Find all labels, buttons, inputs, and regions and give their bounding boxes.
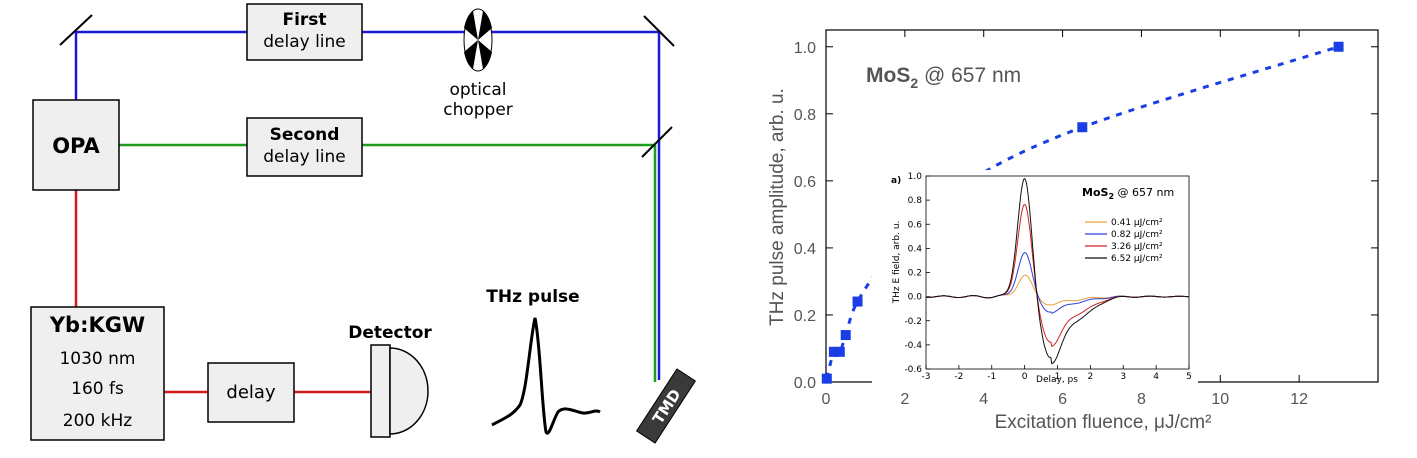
main-ytick-label: 0.8 bbox=[794, 107, 816, 124]
detector-body bbox=[370, 344, 391, 438]
inset-title-formula: MoS bbox=[1082, 186, 1109, 199]
inset-ytick-label: 0.8 bbox=[908, 196, 923, 206]
main-axis-ticks: 0 2 4 6 8 10 120.00.20.40.60.81.0 bbox=[794, 30, 1378, 408]
inset-xtick-label: 1 bbox=[1055, 372, 1061, 382]
main-annotation: MoS2 @ 657 nm bbox=[866, 64, 1021, 91]
inset-xtick-label: -1 bbox=[987, 372, 996, 382]
main-ytick-label: 0.6 bbox=[794, 174, 816, 191]
delay-label: delay bbox=[226, 382, 276, 403]
mirror-top-left bbox=[59, 14, 93, 46]
inset-xtick-label: -2 bbox=[954, 372, 963, 382]
main-ytick-label: 0.2 bbox=[794, 308, 816, 325]
inset-xlabel: Delay, ps bbox=[1036, 375, 1078, 385]
main-xtick-label: 10 bbox=[1211, 391, 1229, 408]
inset-ytick-label: 0.4 bbox=[908, 244, 923, 254]
mirror-top-right bbox=[643, 15, 675, 47]
second-delay-label-1: Second bbox=[270, 125, 340, 145]
inset-title: MoS2 @ 657 nm bbox=[1082, 186, 1174, 201]
inset-xtick-label: 3 bbox=[1120, 372, 1126, 382]
inset-title-rest: @ 657 nm bbox=[1114, 186, 1174, 199]
main-xtick-label: 12 bbox=[1290, 391, 1308, 408]
inset-xtick-label: 5 bbox=[1186, 372, 1192, 382]
second-delay-label-2: delay line bbox=[263, 147, 346, 167]
setup-diagram: First delay line optical chopper OPA Sec… bbox=[30, 3, 697, 444]
main-xtick-label: 8 bbox=[1137, 391, 1146, 408]
main-ytick-label: 0.4 bbox=[794, 241, 816, 258]
laser-wavelength: 1030 nm bbox=[59, 349, 135, 369]
main-data-point bbox=[840, 330, 851, 341]
main-annotation-formula: MoS bbox=[866, 64, 910, 87]
optical-chopper-icon bbox=[463, 8, 493, 72]
main-annotation-subscript: 2 bbox=[910, 75, 918, 91]
delay-box bbox=[207, 362, 295, 423]
inset-ytick-label: -0.2 bbox=[904, 317, 922, 327]
detector-label: Detector bbox=[348, 323, 432, 343]
main-data-point bbox=[1333, 41, 1344, 52]
second-delay-line-box bbox=[246, 117, 363, 177]
inset-ytick-label: 0.0 bbox=[908, 293, 923, 303]
tmd-sample: TMD bbox=[635, 368, 697, 444]
inset-legend: 0.41 μJ/cm² 0.82 μJ/cm² 3.26 μJ/cm² 6.52 μJ… bbox=[1085, 218, 1163, 264]
mirror-green-splitter bbox=[641, 126, 673, 158]
inset-legend-label: 0.41 μJ/cm² bbox=[1111, 218, 1163, 228]
main-data-point bbox=[852, 296, 863, 307]
laser-name: Yb:KGW bbox=[49, 313, 145, 337]
main-ylabel: THz pulse amplitude, arb. u. bbox=[767, 88, 788, 326]
main-xtick-label: 4 bbox=[979, 391, 988, 408]
inset-chart: -3 -2 -1 0 1 2 3 4 5 -0.6 -0.4 -0.2 0.0 0.2 0.4 0.6 0.8 1… bbox=[872, 170, 1198, 385]
blue-beam-path bbox=[74, 30, 661, 380]
main-data-point bbox=[834, 346, 845, 357]
main-xtick-label: 0 bbox=[822, 391, 831, 408]
main-ytick-label: 1.0 bbox=[794, 40, 816, 57]
main-xlabel: Excitation fluence, μJ/cm² bbox=[995, 412, 1212, 433]
inset-panel-label: a) bbox=[891, 176, 901, 186]
inset-axis-ticks: -3 -2 -1 0 1 2 3 4 5 -0.6 -0.4 -0.2 0.0 0.2 0.4 0.6 0.8 1… bbox=[904, 172, 1191, 382]
inset-xtick-label: 0 bbox=[1022, 372, 1028, 382]
main-xtick-label: 6 bbox=[1058, 391, 1067, 408]
inset-legend-label: 6.52 μJ/cm² bbox=[1111, 254, 1163, 264]
detector-dome bbox=[389, 347, 429, 435]
inset-ytick-label: -0.6 bbox=[904, 365, 922, 375]
chopper-label-1: optical bbox=[449, 80, 506, 100]
laser-duration: 160 fs bbox=[71, 379, 124, 399]
main-xtick-label: 2 bbox=[900, 391, 909, 408]
inset-ytick-label: 0.2 bbox=[908, 269, 922, 279]
inset-legend-label: 0.82 μJ/cm² bbox=[1111, 230, 1163, 240]
first-delay-line-box bbox=[246, 3, 363, 61]
main-annotation-rest: @ 657 nm bbox=[918, 64, 1021, 87]
main-data-point bbox=[828, 346, 839, 357]
inset-series-line bbox=[926, 177, 1190, 365]
main-data-point bbox=[1077, 122, 1088, 133]
inset-legend-label: 3.26 μJ/cm² bbox=[1111, 242, 1163, 252]
inset-ytick-label: 0.6 bbox=[908, 220, 923, 230]
chopper-label-2: chopper bbox=[443, 100, 513, 120]
inset-series-lines bbox=[926, 177, 1190, 365]
first-delay-label-1: First bbox=[282, 10, 326, 30]
inset-xtick-label: -3 bbox=[922, 372, 931, 382]
main-data-point bbox=[821, 373, 832, 384]
inset-ytick-label: -0.4 bbox=[904, 341, 922, 351]
thz-pulse-label: THz pulse bbox=[486, 287, 579, 307]
opa-box bbox=[32, 99, 120, 191]
thz-pulse-waveform bbox=[491, 317, 601, 435]
opa-label: OPA bbox=[52, 134, 100, 158]
inset-xtick-label: 4 bbox=[1153, 372, 1159, 382]
first-delay-label-2: delay line bbox=[263, 32, 346, 52]
main-chart: 0 2 4 6 8 10 120.00.20.40.60.81.0 MoS2 @ 657 n… bbox=[767, 29, 1379, 433]
inset-ylabel: THz E field, arb. u. bbox=[892, 221, 902, 305]
inset-ytick-label: 1.0 bbox=[908, 172, 923, 182]
laser-box bbox=[30, 306, 165, 441]
inset-xtick-label: 2 bbox=[1088, 372, 1094, 382]
laser-rate: 200 kHz bbox=[63, 411, 132, 431]
main-ytick-label: 0.0 bbox=[794, 375, 816, 392]
inset-title-subscript: 2 bbox=[1108, 192, 1114, 201]
